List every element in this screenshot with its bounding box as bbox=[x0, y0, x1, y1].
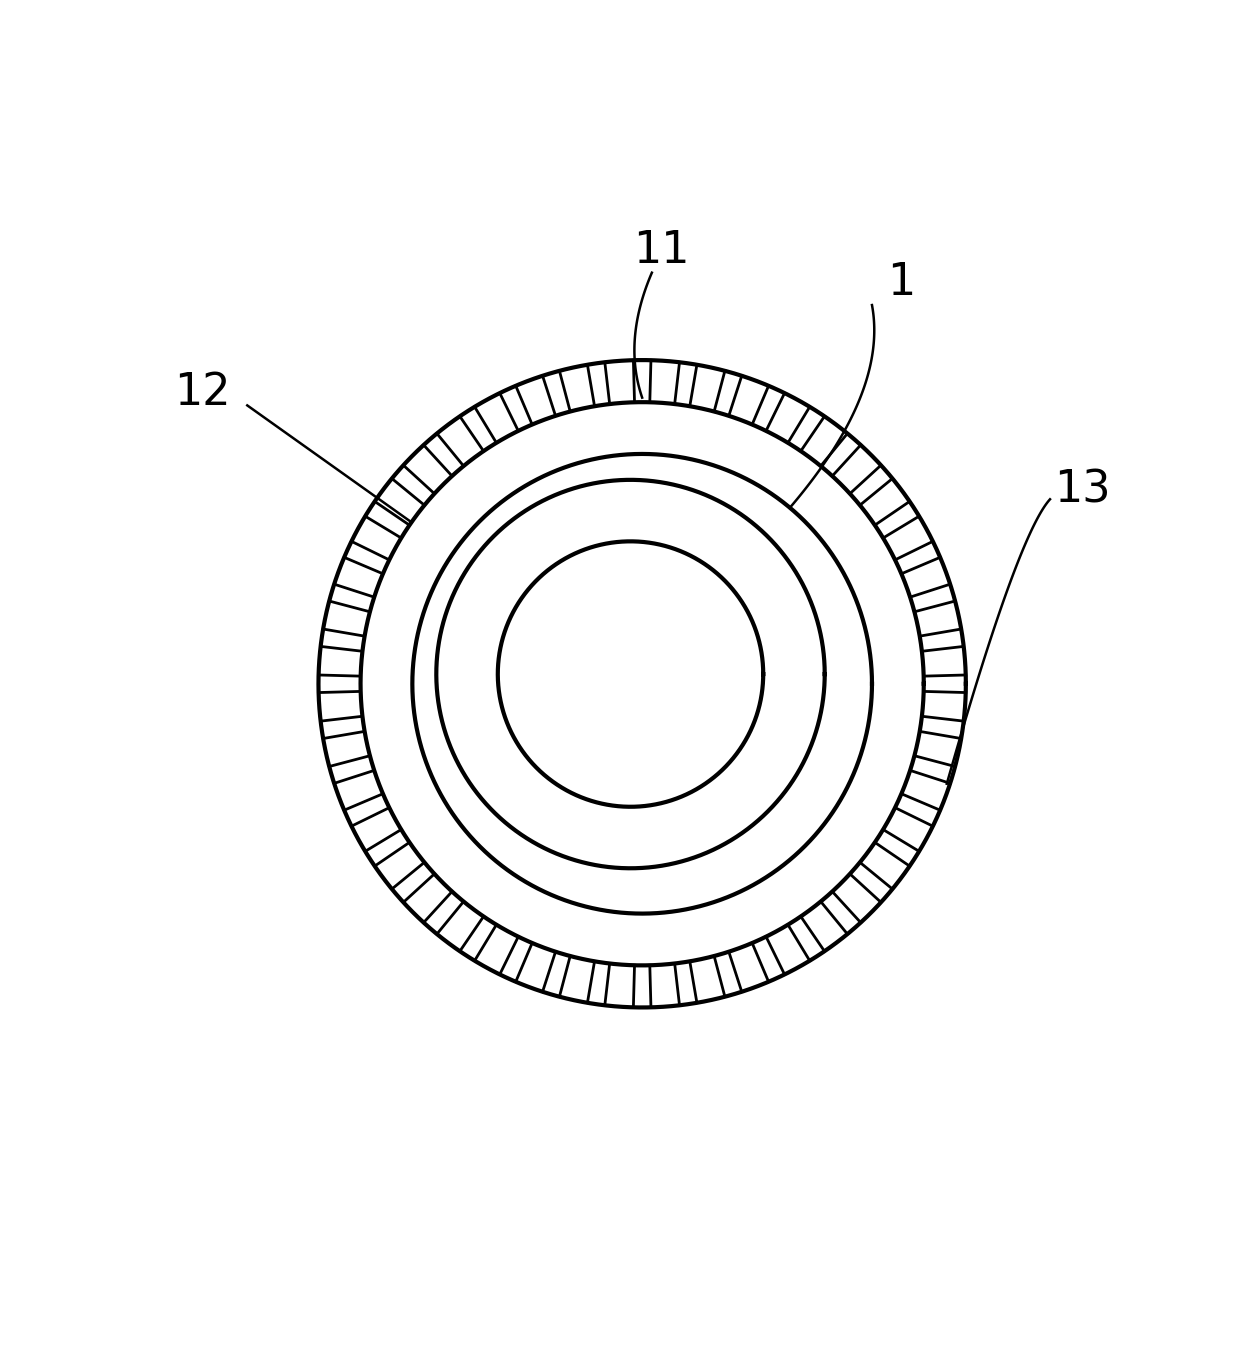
Text: 11: 11 bbox=[633, 229, 690, 272]
Text: 12: 12 bbox=[174, 371, 231, 414]
Text: 13: 13 bbox=[1054, 468, 1110, 510]
Text: 1: 1 bbox=[887, 261, 915, 303]
